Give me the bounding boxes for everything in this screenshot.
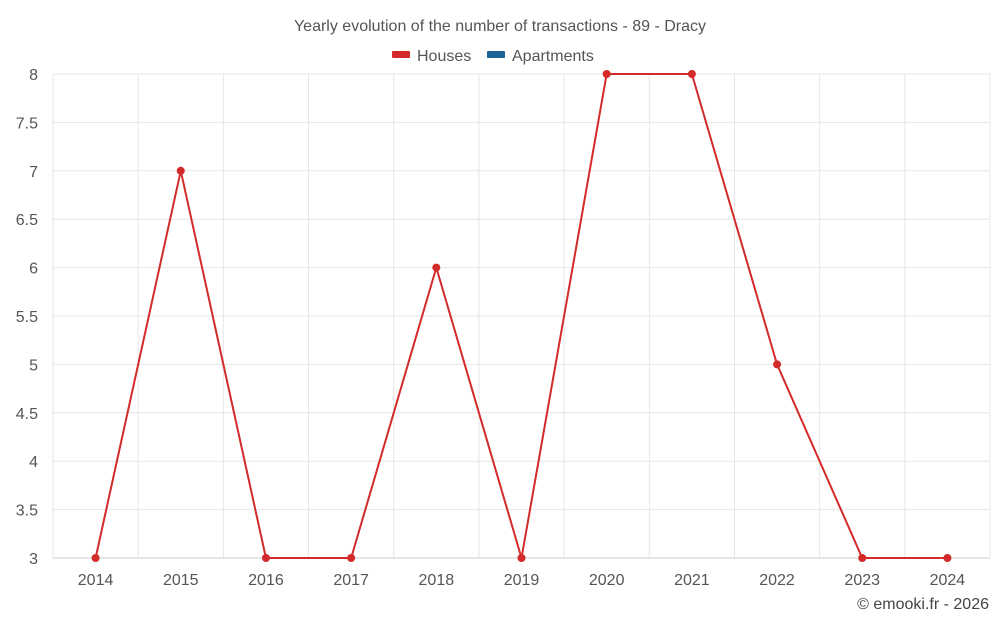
y-tick-label: 3 — [29, 551, 38, 568]
y-axis-ticks: 3 3.5 4 4.5 5 5.5 6 6.5 7 7.5 8 — [16, 67, 38, 568]
legend-swatch-apartments — [487, 51, 505, 58]
y-tick-label: 7 — [29, 164, 38, 181]
y-tick-label: 4.5 — [16, 406, 38, 423]
x-tick-label: 2016 — [248, 572, 284, 589]
legend-label-houses: Houses — [417, 48, 471, 65]
x-tick-label: 2018 — [419, 572, 455, 589]
chart-title: Yearly evolution of the number of transa… — [294, 18, 706, 35]
series-houses — [91, 70, 952, 562]
data-point — [176, 166, 185, 175]
y-tick-label: 5.5 — [16, 309, 38, 326]
legend: Houses Apartments — [392, 48, 594, 65]
y-tick-label: 4 — [29, 454, 38, 471]
x-tick-label: 2020 — [589, 572, 625, 589]
legend-label-apartments: Apartments — [512, 48, 594, 65]
grid — [52, 73, 991, 559]
x-tick-label: 2015 — [163, 572, 199, 589]
data-point — [347, 554, 356, 562]
legend-item-houses[interactable]: Houses — [392, 48, 471, 65]
y-tick-label: 6 — [29, 261, 38, 278]
x-tick-label: 2024 — [930, 572, 966, 589]
data-point — [602, 70, 611, 78]
x-tick-label: 2019 — [504, 572, 540, 589]
data-point — [261, 554, 270, 562]
y-tick-label: 3.5 — [16, 503, 38, 520]
y-tick-label: 6.5 — [16, 212, 38, 229]
y-tick-label: 8 — [29, 67, 38, 84]
data-point — [858, 554, 867, 562]
data-point — [687, 70, 696, 78]
y-tick-label: 5 — [29, 357, 38, 374]
x-axis-ticks: 2014 2015 2016 2017 2018 2019 2020 2021 2022 2023… — [78, 572, 966, 589]
y-tick-label: 7.5 — [16, 115, 38, 132]
data-point — [773, 360, 782, 369]
x-tick-label: 2017 — [333, 572, 369, 589]
x-tick-label: 2014 — [78, 572, 114, 589]
data-point — [517, 554, 526, 562]
data-point — [943, 554, 952, 562]
x-tick-label: 2023 — [844, 572, 880, 589]
credit-text: © emooki.fr - 2026 — [857, 596, 989, 613]
legend-swatch-houses — [392, 51, 410, 58]
x-tick-label: 2022 — [759, 572, 795, 589]
legend-item-apartments[interactable]: Apartments — [487, 48, 594, 65]
data-point — [91, 554, 100, 562]
data-point — [432, 263, 441, 272]
x-tick-label: 2021 — [674, 572, 710, 589]
